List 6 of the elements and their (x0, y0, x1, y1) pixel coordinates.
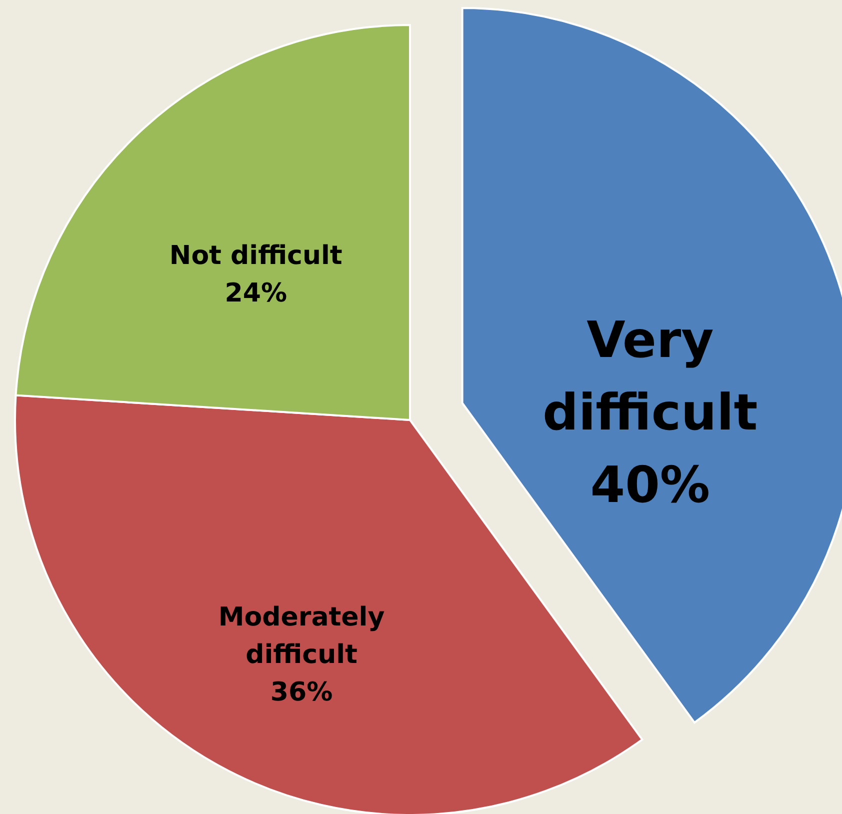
slice-label: Not difficult (169, 240, 342, 271)
slice-label: Very difficult (542, 310, 758, 442)
data-label: 40% (590, 456, 710, 514)
data-label: 36% (270, 678, 333, 708)
slice-label: Moderately difficult (218, 602, 385, 670)
data-label: 24% (224, 278, 287, 309)
